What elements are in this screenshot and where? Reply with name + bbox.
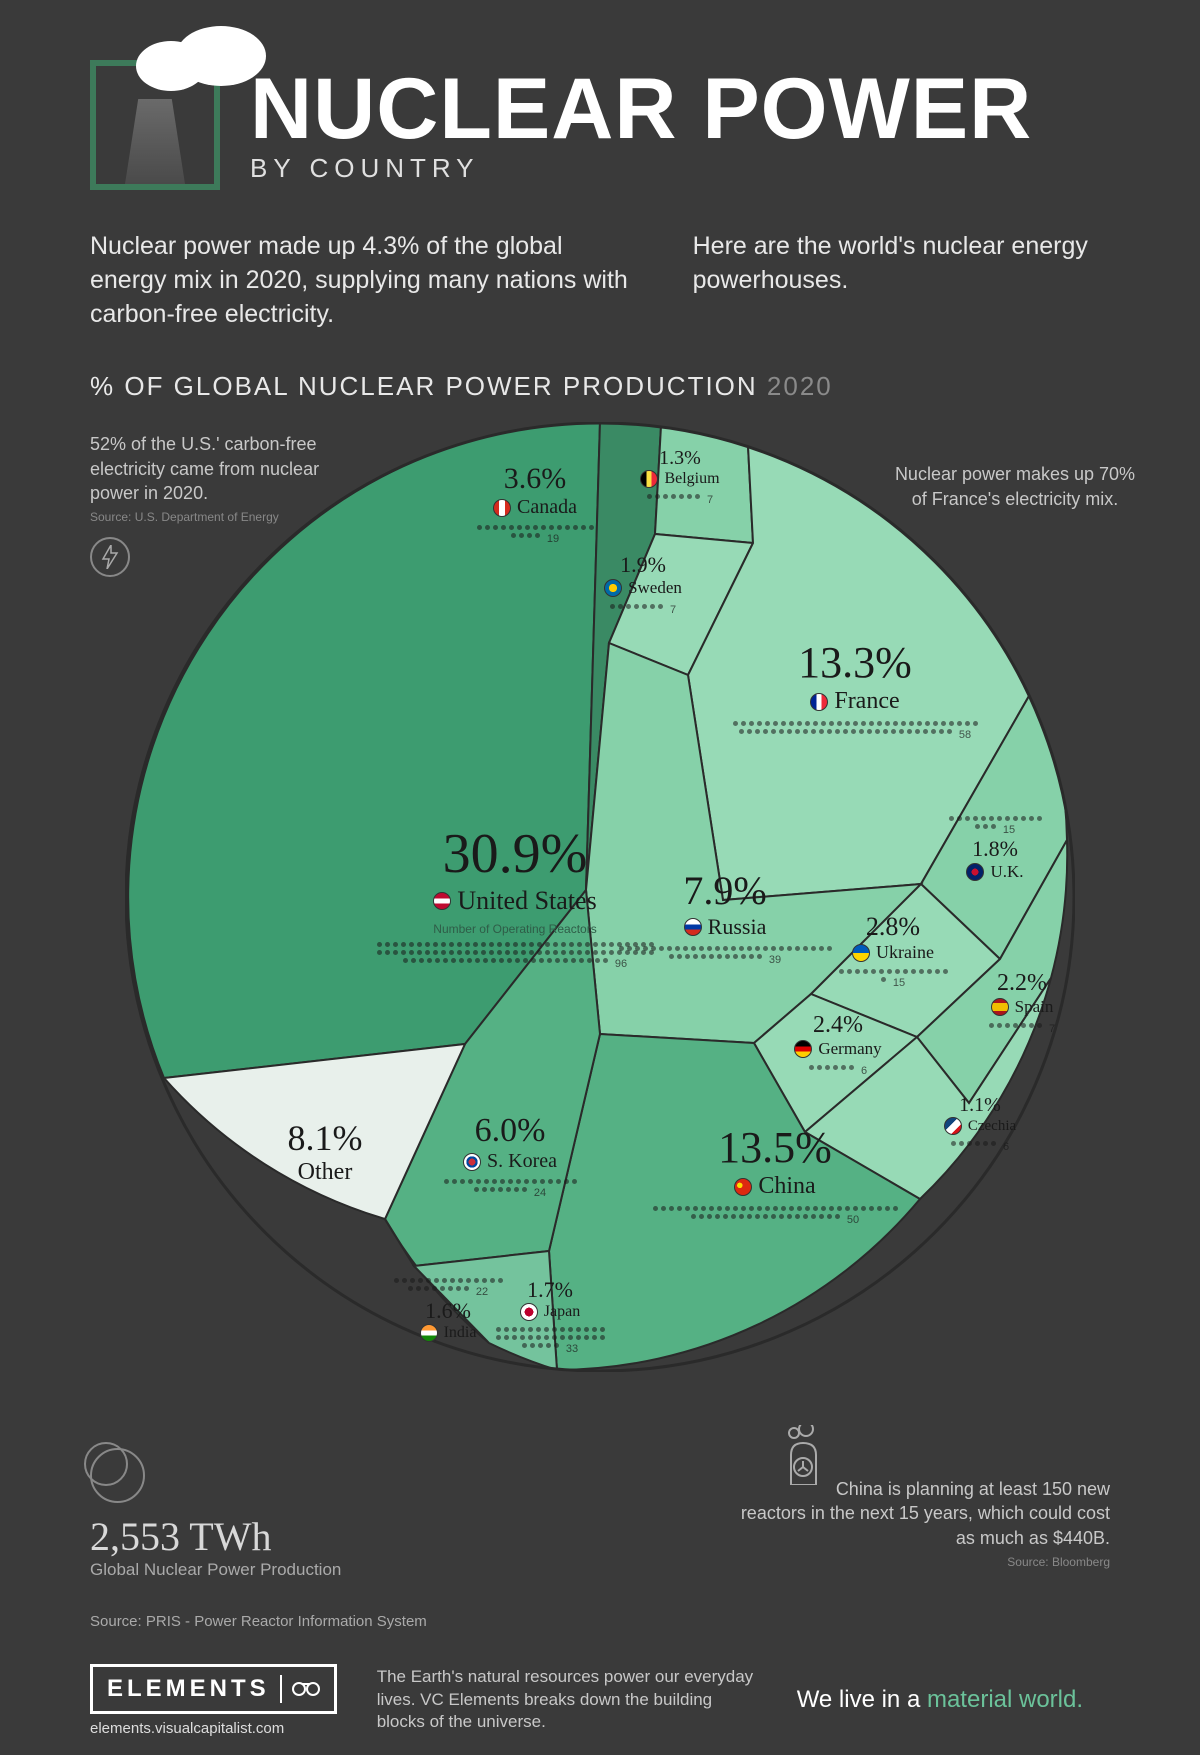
voronoi-chart: 52% of the U.S.' carbon-free electricity… <box>0 412 1200 1452</box>
footer-tagline: We live in a material world. <box>797 1686 1083 1714</box>
footer-description: The Earth's natural resources power our … <box>377 1666 757 1735</box>
total-value: 2,553 TWh <box>90 1513 341 1560</box>
intro-left: Nuclear power made up 4.3% of the global… <box>90 230 633 331</box>
reactor-icon <box>776 1425 831 1485</box>
total-caption: Global Nuclear Power Production <box>90 1560 341 1580</box>
globe-icon <box>90 1448 145 1503</box>
header: NUCLEAR POWER BY COUNTRY <box>0 0 1200 210</box>
total-production: 2,553 TWh Global Nuclear Power Productio… <box>90 1448 341 1580</box>
brand-url: elements.visualcapitalist.com <box>90 1720 337 1737</box>
title-block: NUCLEAR POWER BY COUNTRY <box>250 60 1032 184</box>
intro-right: Here are the world's nuclear energy powe… <box>693 230 1110 331</box>
voronoi-svg <box>125 422 1075 1372</box>
china-annotation: China is planning at least 150 new react… <box>730 1425 1110 1570</box>
page-title: NUCLEAR POWER <box>250 60 1032 159</box>
brand-logo: ELEMENTS <box>90 1664 337 1714</box>
bolt-icon <box>90 537 130 577</box>
brand-block: ELEMENTS elements.visualcapitalist.com <box>90 1664 337 1737</box>
intro-text: Nuclear power made up 4.3% of the global… <box>0 210 1200 341</box>
chart-title-year: 2020 <box>767 371 833 401</box>
data-source: Source: PRIS - Power Reactor Information… <box>90 1613 427 1630</box>
chart-title: % OF GLOBAL NUCLEAR POWER PRODUCTION 202… <box>0 341 1200 412</box>
cooling-tower-icon <box>90 60 220 190</box>
chart-title-text: % OF GLOBAL NUCLEAR POWER PRODUCTION <box>90 371 758 401</box>
footer: ELEMENTS elements.visualcapitalist.com T… <box>0 1645 1200 1755</box>
cell-japan <box>414 1251 557 1370</box>
binoculars-icon <box>280 1675 320 1703</box>
